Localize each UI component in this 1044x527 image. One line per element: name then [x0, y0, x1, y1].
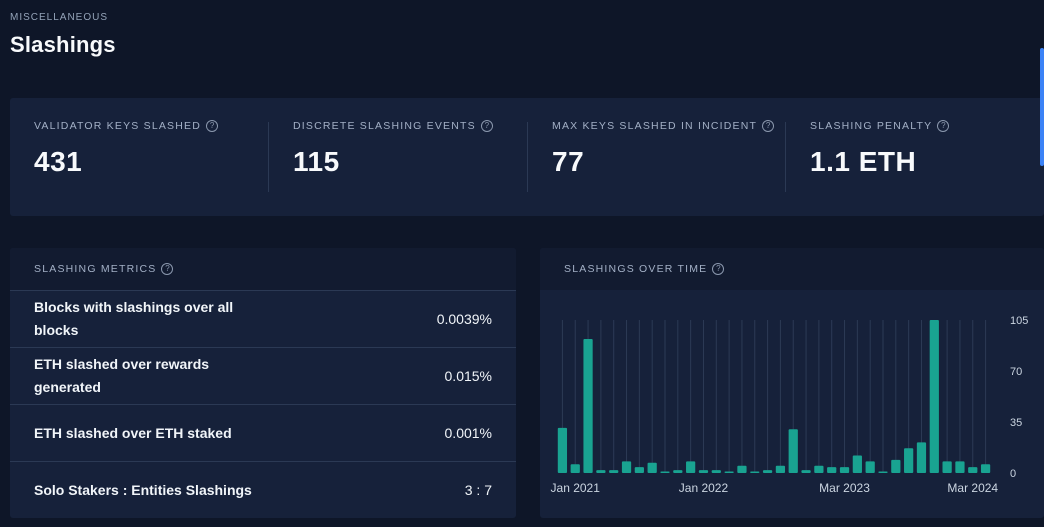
help-icon[interactable]: ? — [712, 263, 725, 275]
chart-bar[interactable] — [673, 470, 683, 473]
stat-label: VALIDATOR KEYS SLASHED — [34, 120, 202, 132]
stat-divider — [268, 122, 269, 192]
chart-bar[interactable] — [916, 442, 927, 473]
metric-value: 3 : 7 — [464, 482, 492, 498]
metric-value: 0.015% — [444, 368, 492, 384]
section-eyebrow: MISCELLANEOUS — [10, 12, 109, 23]
stat-validator-keys-slashed: VALIDATOR KEYS SLASHED ? 431 — [34, 120, 219, 192]
stat-max-keys-slashed: MAX KEYS SLASHED IN INCIDENT ? 77 — [552, 120, 775, 192]
metric-label: Blocks with slashings over all blocks — [34, 299, 234, 338]
chart-bar[interactable] — [929, 320, 939, 473]
stat-divider — [785, 122, 786, 192]
chart-bar[interactable] — [942, 461, 952, 473]
chart-bar[interactable] — [647, 462, 657, 473]
stat-label: MAX KEYS SLASHED IN INCIDENT — [552, 120, 758, 132]
x-tick-label: Jan 2022 — [679, 481, 729, 495]
chart-bar[interactable] — [980, 464, 991, 473]
stat-value: 115 — [293, 146, 340, 177]
chart-bar[interactable] — [583, 338, 593, 473]
chart-bar[interactable] — [698, 470, 709, 473]
chart-bar[interactable] — [750, 471, 760, 473]
chart-bar[interactable] — [596, 470, 606, 473]
chart-bar[interactable] — [814, 465, 824, 473]
chart-bar[interactable] — [788, 429, 798, 473]
chart-bar[interactable] — [968, 467, 978, 473]
chart-bar[interactable] — [609, 470, 619, 473]
scrollbar-thumb[interactable] — [1040, 48, 1044, 166]
chart-bar[interactable] — [621, 461, 632, 473]
help-icon[interactable]: ? — [206, 120, 219, 132]
x-tick-label: Mar 2023 — [819, 481, 870, 495]
stat-slashing-penalty: SLASHING PENALTY ? 1.1 ETH — [810, 120, 950, 192]
stat-value: 1.1 ETH — [810, 146, 917, 177]
panel-title: SLASHINGS OVER TIME — [564, 263, 708, 275]
metric-label: Solo Stakers : Entities Slashings — [34, 481, 252, 498]
panel-header: SLASHINGS OVER TIME ? — [540, 248, 1044, 290]
chart-bar[interactable] — [891, 459, 901, 473]
panel-title: SLASHING METRICS — [34, 263, 157, 275]
chart-bar[interactable] — [827, 467, 837, 473]
metric-row: ETH slashed over rewards generated 0.015… — [10, 347, 516, 404]
y-tick-label: 105 — [1010, 315, 1028, 327]
chart-bar[interactable] — [904, 448, 914, 473]
chart-bar[interactable] — [878, 471, 888, 473]
help-icon[interactable]: ? — [161, 263, 174, 275]
chart-bar[interactable] — [737, 465, 747, 473]
stat-label: DISCRETE SLASHING EVENTS — [293, 120, 476, 132]
chart-bar[interactable] — [634, 467, 644, 473]
x-tick-label: Mar 2024 — [947, 481, 998, 495]
chart-bar[interactable] — [865, 461, 875, 473]
page-title: Slashings — [10, 32, 116, 57]
help-icon[interactable]: ? — [480, 120, 493, 132]
stat-divider — [527, 122, 528, 192]
chart-bar[interactable] — [775, 465, 786, 473]
chart-bar[interactable] — [801, 470, 811, 473]
metric-row: ETH slashed over ETH staked 0.001% — [10, 404, 516, 461]
chart-bar[interactable] — [852, 455, 862, 473]
metric-label: ETH slashed over ETH staked — [34, 424, 232, 441]
metric-value: 0.0039% — [436, 311, 492, 327]
help-icon[interactable]: ? — [762, 120, 775, 132]
slashings-over-time-panel: SLASHINGS OVER TIME ? 0 35 70 105 Jan 2021 Ja… — [540, 248, 1044, 518]
y-tick-label: 0 — [1010, 468, 1016, 480]
y-tick-label: 70 — [1010, 366, 1022, 378]
chart-bar[interactable] — [839, 467, 850, 473]
slashings-bar-chart: 0 35 70 105 Jan 2021 Jan 2022 Mar 2023 Mar 2024 — [551, 315, 1029, 495]
stat-value: 77 — [552, 146, 585, 177]
chart-bar[interactable] — [686, 461, 696, 473]
stat-discrete-slashing-events: DISCRETE SLASHING EVENTS ? 115 — [293, 120, 493, 192]
slashing-metrics-panel: SLASHING METRICS ? Blocks with slashings… — [10, 248, 516, 518]
metric-row: Solo Stakers : Entities Slashings 3 : 7 — [10, 461, 516, 518]
help-icon[interactable]: ? — [937, 120, 950, 132]
chart-bar[interactable] — [570, 464, 580, 473]
metric-row: Blocks with slashings over all blocks 0.… — [10, 290, 516, 347]
chart-bar[interactable] — [955, 461, 965, 473]
stat-value: 431 — [34, 146, 83, 177]
metric-label: ETH slashed over rewards generated — [34, 356, 210, 395]
chart-bar[interactable] — [762, 470, 773, 473]
stats-panel: VALIDATOR KEYS SLASHED ? 431 DISCRETE SL… — [10, 98, 1044, 216]
stat-label: SLASHING PENALTY — [810, 120, 933, 132]
chart-bar[interactable] — [557, 427, 568, 473]
x-tick-label: Jan 2021 — [551, 481, 601, 495]
y-tick-label: 35 — [1010, 417, 1022, 429]
chart-bar[interactable] — [660, 471, 670, 473]
panel-header: SLASHING METRICS ? — [10, 248, 516, 290]
chart-bar[interactable] — [724, 471, 734, 473]
chart-bar[interactable] — [711, 470, 721, 473]
metric-value: 0.001% — [444, 425, 492, 441]
